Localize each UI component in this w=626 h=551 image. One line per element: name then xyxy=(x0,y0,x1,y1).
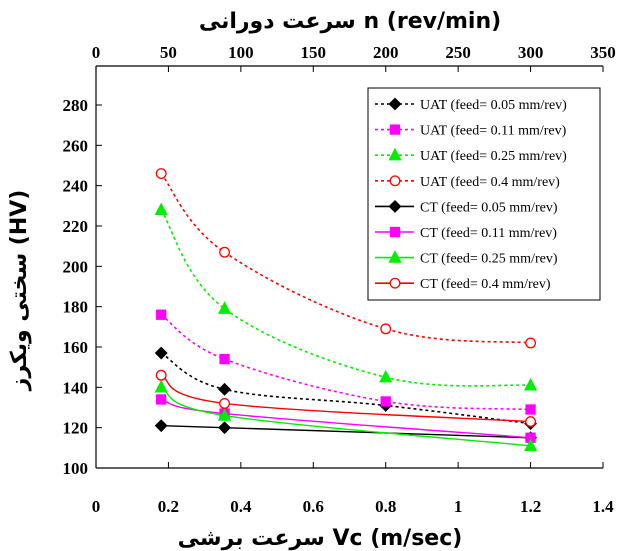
x-bottom-axis-ticks: 0 0.2 0.4 0.6 0.8 1 1.2 1.4 xyxy=(92,462,614,516)
legend-swatch-marker xyxy=(389,124,401,135)
x-bottom-tick-label: 1.4 xyxy=(592,497,614,516)
legend-item: CT (feed= 0.25 mm/rev) xyxy=(375,250,558,267)
y-tick-label: 120 xyxy=(63,419,89,438)
x-bottom-tick-label: 1.2 xyxy=(520,497,541,516)
y-tick-label: 100 xyxy=(63,459,89,478)
legend-item: UAT (feed= 0.4 mm/rev) xyxy=(375,175,560,190)
y-tick-label: 140 xyxy=(63,378,89,397)
data-point xyxy=(154,202,168,216)
x-top-tick-label: 150 xyxy=(301,43,327,62)
x-top-tick-label: 300 xyxy=(518,43,544,62)
x-bottom-tick-label: 0.4 xyxy=(230,497,252,516)
legend-item: CT (feed= 0.11 mm/rev) xyxy=(375,226,557,241)
legend-item: UAT (feed= 0.25 mm/rev) xyxy=(375,147,567,164)
data-point xyxy=(154,379,168,393)
x-top-tick-label: 0 xyxy=(92,43,101,62)
legend-swatch-marker xyxy=(389,277,401,289)
y-tick-label: 220 xyxy=(63,217,89,236)
legend: UAT (feed= 0.05 mm/rev) UAT (feed= 0.11 m… xyxy=(367,87,601,301)
x-top-tick-label: 350 xyxy=(590,43,616,62)
y-tick-label: 160 xyxy=(63,338,89,357)
x-top-tick-label: 200 xyxy=(373,43,399,62)
legend-swatch-marker xyxy=(389,226,401,238)
legend-box xyxy=(367,87,601,301)
data-point xyxy=(525,416,537,428)
data-point xyxy=(217,408,232,421)
x-top-tick-label: 250 xyxy=(445,43,471,62)
legend-swatch-marker xyxy=(389,175,401,187)
legend-item: CT (feed= 0.4 mm/rev) xyxy=(375,277,551,292)
data-point xyxy=(379,369,393,383)
x-bottom-tick-label: 0.8 xyxy=(375,497,396,516)
series-line xyxy=(160,209,531,387)
series-layer xyxy=(154,168,538,451)
y-tick-label: 260 xyxy=(63,136,89,155)
y-axis-ticks: 100 120 140 160 180 200 220 240 260 280 xyxy=(63,96,102,478)
series-line xyxy=(160,173,531,344)
y-tick-label: 200 xyxy=(63,257,89,276)
legend-label: UAT (feed= 0.05 mm/rev) xyxy=(420,98,567,113)
y-tick-label: 180 xyxy=(63,298,89,317)
series-4 xyxy=(155,168,537,349)
data-point xyxy=(156,309,167,320)
series-line xyxy=(160,314,531,411)
x-top-tick-label: 100 xyxy=(228,43,254,62)
legend-item: UAT (feed= 0.05 mm/rev) xyxy=(375,97,567,113)
legend-label: CT (feed= 0.4 mm/rev) xyxy=(420,277,551,292)
legend-label: CT (feed= 0.11 mm/rev) xyxy=(420,226,557,241)
data-point xyxy=(218,421,231,435)
series-1 xyxy=(154,346,537,431)
data-point xyxy=(219,398,231,409)
data-point xyxy=(380,396,391,407)
x-top-tick-label: 50 xyxy=(160,43,177,62)
data-point xyxy=(155,369,167,381)
x-top-axis-title: سرعت دورانی n (rev/min) xyxy=(199,9,501,34)
x-top-axis-ticks: 0 50 100 150 200 250 300 350 xyxy=(92,43,616,72)
data-point xyxy=(218,382,231,396)
data-point xyxy=(219,246,231,258)
legend-label: CT (feed= 0.25 mm/rev) xyxy=(420,252,558,267)
data-point xyxy=(155,168,167,180)
series-line xyxy=(160,386,531,447)
data-point xyxy=(525,404,536,415)
legend-label: CT (feed= 0.05 mm/rev) xyxy=(420,200,558,215)
data-point xyxy=(217,301,232,314)
series-7 xyxy=(154,379,538,451)
axis-frame xyxy=(95,65,603,469)
legend-swatch-marker xyxy=(388,97,402,111)
legend-swatch-marker xyxy=(388,199,402,213)
series-8 xyxy=(155,369,537,428)
legend-item: UAT (feed= 0.11 mm/rev) xyxy=(375,124,567,139)
x-bottom-axis-title: سرعت برشی Vc (m/sec) xyxy=(178,526,463,551)
x-bottom-tick-label: 0.2 xyxy=(158,497,179,516)
y-tick-label: 280 xyxy=(63,96,89,115)
data-point xyxy=(219,353,230,365)
data-point xyxy=(154,346,168,360)
series-2 xyxy=(156,309,536,415)
legend-label: UAT (feed= 0.11 mm/rev) xyxy=(420,124,567,139)
data-point xyxy=(525,337,537,349)
x-bottom-tick-label: 1 xyxy=(454,497,463,516)
data-point xyxy=(154,419,168,433)
y-tick-label: 240 xyxy=(63,177,89,196)
legend-swatch-marker xyxy=(388,147,402,161)
series-3 xyxy=(154,202,538,391)
y-axis-title: سختی ویکرز (HV) xyxy=(7,190,32,392)
series-line xyxy=(161,424,531,439)
data-point xyxy=(523,438,538,451)
legend-swatch-marker xyxy=(388,250,402,263)
x-bottom-tick-label: 0 xyxy=(92,497,101,516)
series-line xyxy=(160,374,531,423)
legend-item: CT (feed= 0.05 mm/rev) xyxy=(375,199,558,215)
series-line xyxy=(161,398,531,439)
legend-label: UAT (feed= 0.4 mm/rev) xyxy=(420,175,560,190)
x-bottom-tick-label: 0.6 xyxy=(303,497,324,516)
data-point xyxy=(380,323,392,335)
data-point xyxy=(156,394,167,405)
legend-items: UAT (feed= 0.05 mm/rev) UAT (feed= 0.11 m… xyxy=(375,97,567,292)
series-line xyxy=(160,352,531,425)
legend-label: UAT (feed= 0.25 mm/rev) xyxy=(420,149,567,164)
data-point xyxy=(523,377,538,391)
